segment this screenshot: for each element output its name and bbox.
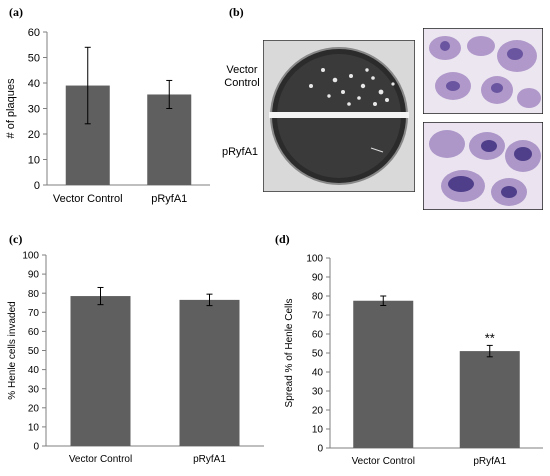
y-tick-label: 70: [28, 308, 40, 319]
y-tick-label: 10: [312, 425, 324, 436]
panel-label-b: (b): [229, 5, 244, 19]
plaques-bar-chart: 0 10 20 30 40 50 60 # of plaques Vector Control p…: [5, 27, 210, 205]
y-tick-label: 20: [28, 403, 40, 414]
y-tick-label: 80: [28, 289, 40, 300]
y-tick-label: 50: [28, 52, 40, 64]
bar: [179, 299, 240, 446]
invasion-bar-chart: 0 10 20 30 40 50 60 70 80 90 100 % Henle cells inva…: [7, 251, 264, 465]
y-tick-label: 50: [312, 349, 324, 360]
micrograph-label-vector-control: Vector Control: [224, 64, 260, 89]
panel-label-d: (d): [275, 232, 290, 246]
panel-label-a: (a): [9, 5, 23, 19]
plaque-plate-image: [263, 40, 415, 192]
y-tick-label: 90: [28, 270, 40, 281]
micrograph-label-pryfa1: pRyfA1: [221, 146, 259, 158]
y-tick-label: 0: [33, 442, 39, 453]
y-tick-label: 40: [312, 368, 324, 379]
y-axis-label: % Henle cells invaded: [7, 301, 18, 399]
y-tick-label: 30: [28, 384, 40, 395]
y-tick-label: 70: [312, 311, 324, 322]
y-tick-label: 50: [28, 346, 40, 357]
y-tick-label: 60: [28, 27, 40, 39]
y-tick-label: 90: [312, 273, 324, 284]
y-tick-label: 0: [317, 444, 323, 455]
x-category-label: Vector Control: [69, 454, 132, 465]
bar: [70, 296, 131, 446]
bar: [353, 300, 414, 448]
bar: [147, 94, 192, 185]
micrograph-top-image: [423, 28, 543, 114]
y-tick-label: 40: [28, 365, 40, 376]
y-tick-label: 10: [28, 154, 40, 166]
y-tick-label: 30: [28, 103, 40, 115]
y-tick-label: 60: [312, 330, 324, 341]
y-axis-label: # of plaques: [5, 78, 17, 138]
x-category-label: Vector Control: [352, 456, 415, 467]
y-tick-label: 20: [312, 406, 324, 417]
significance-annotation: **: [485, 330, 495, 345]
x-category-label: pRyfA1: [473, 456, 506, 467]
y-tick-label: 80: [312, 292, 324, 303]
panel-label-c: (c): [9, 232, 23, 246]
y-tick-label: 30: [312, 387, 324, 398]
micrograph-bottom-image: [423, 122, 543, 210]
y-tick-label: 100: [22, 251, 39, 262]
y-tick-label: 10: [28, 423, 40, 434]
x-category-label: pRyfA1: [193, 454, 226, 465]
y-tick-label: 20: [28, 129, 40, 141]
y-tick-label: 100: [306, 254, 323, 265]
y-tick-label: 40: [28, 78, 40, 90]
x-category-label: pRyfA1: [151, 193, 187, 205]
bar: [459, 351, 520, 448]
y-tick-label: 60: [28, 327, 40, 338]
y-axis-label: Spread % of Henle Cells: [284, 299, 295, 408]
x-category-label: Vector Control: [53, 193, 123, 205]
spread-bar-chart: 0 10 20 30 40 50 60 70 80 90 100 Spread % of Henle …: [284, 254, 543, 467]
y-tick-label: 0: [34, 180, 40, 192]
